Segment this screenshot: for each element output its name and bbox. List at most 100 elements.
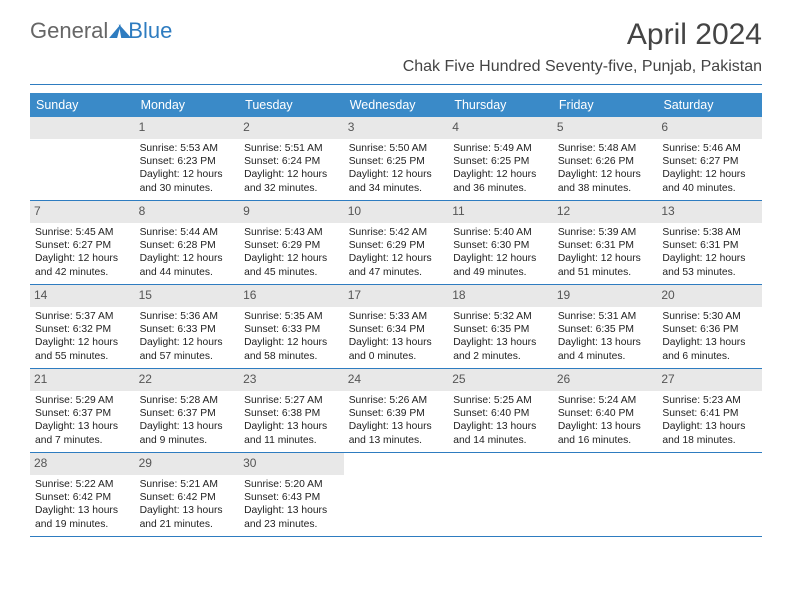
dow-monday: Monday	[135, 93, 240, 117]
day-detail-line: Sunrise: 5:37 AM	[35, 310, 130, 323]
day-detail-line: Sunset: 6:35 PM	[558, 323, 653, 336]
day-number: 21	[30, 369, 135, 391]
day-detail-line: Sunrise: 5:22 AM	[35, 478, 130, 491]
day-detail-line: and 34 minutes.	[349, 182, 444, 195]
day-number: 27	[657, 369, 762, 391]
day-detail-line: Sunrise: 5:32 AM	[453, 310, 548, 323]
calendar-cell: 12Sunrise: 5:39 AMSunset: 6:31 PMDayligh…	[553, 201, 658, 285]
day-detail-line: Daylight: 12 hours	[35, 252, 130, 265]
dow-tuesday: Tuesday	[239, 93, 344, 117]
dow-row: Sunday Monday Tuesday Wednesday Thursday…	[30, 93, 762, 117]
day-detail-line: Sunset: 6:42 PM	[140, 491, 235, 504]
calendar-cell: 2 Sunrise: 5:51 AMSunset: 6:24 PMDaylight…	[239, 117, 344, 201]
day-detail-line: Sunrise: 5:49 AM	[453, 142, 548, 155]
day-number: 7	[30, 201, 135, 223]
day-detail-line: Daylight: 12 hours	[244, 336, 339, 349]
calendar-cell: 6Sunrise: 5:46 AMSunset: 6:27 PMDaylight…	[657, 117, 762, 201]
day-detail-line: and 32 minutes.	[244, 182, 339, 195]
day-detail-line: Sunrise: 5:24 AM	[558, 394, 653, 407]
day-detail-line: Daylight: 13 hours	[35, 420, 130, 433]
day-detail-line: and 30 minutes.	[140, 182, 235, 195]
calendar-cell: 5Sunrise: 5:48 AMSunset: 6:26 PMDaylight…	[553, 117, 658, 201]
calendar-cell	[553, 453, 658, 537]
day-number: 17	[344, 285, 449, 307]
calendar-cell: 22Sunrise: 5:28 AMSunset: 6:37 PMDayligh…	[135, 369, 240, 453]
day-detail-line: Daylight: 13 hours	[349, 336, 444, 349]
day-detail-line: Sunrise: 5:38 AM	[662, 226, 757, 239]
day-detail-line: and 6 minutes.	[662, 350, 757, 363]
day-detail-line: Daylight: 12 hours	[662, 168, 757, 181]
calendar-cell	[30, 117, 135, 201]
day-detail-line: Sunset: 6:27 PM	[662, 155, 757, 168]
day-number: 3	[344, 117, 449, 139]
day-detail-line: and 51 minutes.	[558, 266, 653, 279]
calendar-cell: 21Sunrise: 5:29 AMSunset: 6:37 PMDayligh…	[30, 369, 135, 453]
day-detail-line: Sunset: 6:29 PM	[349, 239, 444, 252]
day-detail-line: Sunrise: 5:31 AM	[558, 310, 653, 323]
day-detail-line: Sunrise: 5:20 AM	[244, 478, 339, 491]
day-detail-line: Sunrise: 5:27 AM	[244, 394, 339, 407]
day-detail-line: Sunset: 6:23 PM	[140, 155, 235, 168]
calendar-cell: 9Sunrise: 5:43 AMSunset: 6:29 PMDaylight…	[239, 201, 344, 285]
calendar-cell: 26Sunrise: 5:24 AMSunset: 6:40 PMDayligh…	[553, 369, 658, 453]
day-detail-line: and 47 minutes.	[349, 266, 444, 279]
calendar-cell	[448, 453, 553, 537]
day-detail-line: Daylight: 12 hours	[662, 252, 757, 265]
day-detail-line: Sunrise: 5:46 AM	[662, 142, 757, 155]
day-detail-line: Daylight: 12 hours	[35, 336, 130, 349]
day-number: 5	[553, 117, 658, 139]
day-detail-line: Sunset: 6:38 PM	[244, 407, 339, 420]
day-number	[30, 117, 135, 139]
calendar-cell: 4Sunrise: 5:49 AMSunset: 6:25 PMDaylight…	[448, 117, 553, 201]
day-number: 12	[553, 201, 658, 223]
calendar-cell: 7Sunrise: 5:45 AMSunset: 6:27 PMDaylight…	[30, 201, 135, 285]
day-detail-line: Sunset: 6:25 PM	[349, 155, 444, 168]
day-detail-line: Daylight: 12 hours	[140, 252, 235, 265]
calendar-cell: 13Sunrise: 5:38 AMSunset: 6:31 PMDayligh…	[657, 201, 762, 285]
day-detail-line: and 53 minutes.	[662, 266, 757, 279]
day-detail-line: and 19 minutes.	[35, 518, 130, 531]
day-detail-line: Sunset: 6:31 PM	[558, 239, 653, 252]
day-number: 19	[553, 285, 658, 307]
calendar-cell: 20Sunrise: 5:30 AMSunset: 6:36 PMDayligh…	[657, 285, 762, 369]
day-detail-line: Sunset: 6:42 PM	[35, 491, 130, 504]
day-detail-line: and 0 minutes.	[349, 350, 444, 363]
day-detail-line: Daylight: 12 hours	[349, 168, 444, 181]
day-detail-line: and 16 minutes.	[558, 434, 653, 447]
dow-thursday: Thursday	[448, 93, 553, 117]
day-number: 16	[239, 285, 344, 307]
day-detail-line: and 11 minutes.	[244, 434, 339, 447]
day-number: 9	[239, 201, 344, 223]
day-detail-line: Sunset: 6:35 PM	[453, 323, 548, 336]
day-number: 26	[553, 369, 658, 391]
logo-text-2: Blue	[128, 18, 172, 44]
dow-saturday: Saturday	[657, 93, 762, 117]
calendar-cell: 28Sunrise: 5:22 AMSunset: 6:42 PMDayligh…	[30, 453, 135, 537]
day-detail-line: Sunrise: 5:23 AM	[662, 394, 757, 407]
day-detail-line: Sunrise: 5:21 AM	[140, 478, 235, 491]
day-detail-line: Daylight: 12 hours	[244, 168, 339, 181]
day-number	[553, 453, 658, 475]
day-number: 2	[239, 117, 344, 139]
dow-friday: Friday	[553, 93, 658, 117]
calendar-cell: 10Sunrise: 5:42 AMSunset: 6:29 PMDayligh…	[344, 201, 449, 285]
header: General Blue April 2024 Chak Five Hundre…	[0, 0, 792, 82]
day-number: 11	[448, 201, 553, 223]
day-number: 23	[239, 369, 344, 391]
day-detail-line: and 36 minutes.	[453, 182, 548, 195]
header-rule	[30, 84, 762, 85]
logo: General Blue	[30, 18, 172, 44]
day-detail-line: Sunrise: 5:51 AM	[244, 142, 339, 155]
day-number: 1	[135, 117, 240, 139]
calendar-cell: 14Sunrise: 5:37 AMSunset: 6:32 PMDayligh…	[30, 285, 135, 369]
day-detail-line: Sunrise: 5:30 AM	[662, 310, 757, 323]
day-detail-line: and 40 minutes.	[662, 182, 757, 195]
page-title: April 2024	[403, 18, 762, 52]
day-number: 22	[135, 369, 240, 391]
day-detail-line: Sunset: 6:24 PM	[244, 155, 339, 168]
day-detail-line: Sunrise: 5:42 AM	[349, 226, 444, 239]
day-detail-line: Sunrise: 5:43 AM	[244, 226, 339, 239]
day-detail-line: Daylight: 12 hours	[140, 336, 235, 349]
day-detail-line: Daylight: 12 hours	[349, 252, 444, 265]
day-detail-line: and 58 minutes.	[244, 350, 339, 363]
